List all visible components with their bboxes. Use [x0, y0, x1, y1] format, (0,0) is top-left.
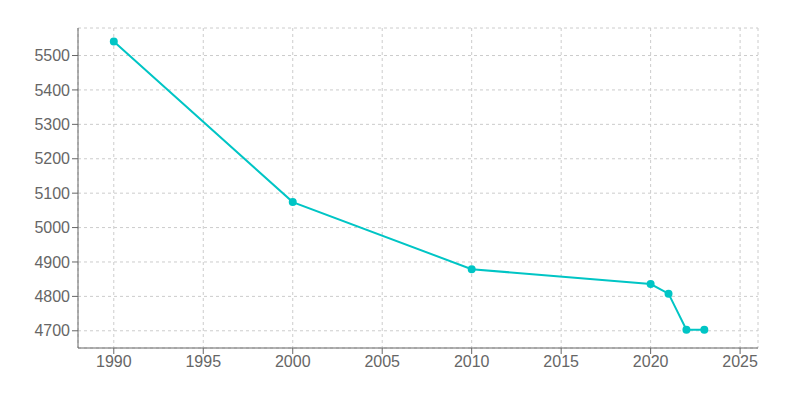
svg-text:5100: 5100 [34, 185, 70, 202]
svg-text:5300: 5300 [34, 116, 70, 133]
svg-text:4800: 4800 [34, 288, 70, 305]
svg-text:2010: 2010 [454, 353, 490, 370]
svg-text:5200: 5200 [34, 150, 70, 167]
svg-text:2025: 2025 [722, 353, 758, 370]
svg-text:2020: 2020 [633, 353, 669, 370]
svg-text:2005: 2005 [364, 353, 400, 370]
svg-text:2000: 2000 [275, 353, 311, 370]
svg-text:5000: 5000 [34, 219, 70, 236]
svg-text:1995: 1995 [185, 353, 221, 370]
svg-text:1990: 1990 [96, 353, 132, 370]
svg-text:4900: 4900 [34, 254, 70, 271]
svg-text:4700: 4700 [34, 322, 70, 339]
svg-text:5500: 5500 [34, 47, 70, 64]
svg-text:5400: 5400 [34, 82, 70, 99]
svg-text:2015: 2015 [543, 353, 579, 370]
